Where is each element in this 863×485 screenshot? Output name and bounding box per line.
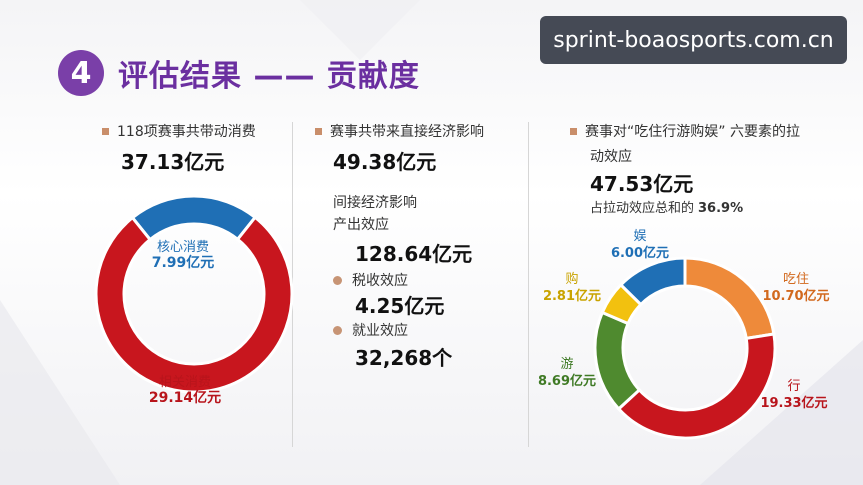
output-effect-label: 产出效应 [333, 217, 389, 233]
core-consumption-label: 核心消费 [148, 239, 218, 256]
label-yu-name: 娱 [633, 229, 647, 244]
section-header: 4 评估结果 —— 贡献度 [58, 50, 420, 96]
output-effect-value: 128.64亿元 [355, 242, 473, 266]
tax-effect-row: 税收效应 [333, 270, 408, 290]
label-you-name: 游 [560, 357, 574, 372]
square-bullet-icon [102, 127, 109, 135]
total-consumption-value: 37.13亿元 [121, 150, 225, 174]
direct-impact-value: 49.38亿元 [333, 150, 437, 174]
tax-effect-value: 4.25亿元 [355, 294, 445, 318]
label-chizhu: 吃住 10.70亿元 [756, 271, 836, 305]
label-xing-value: 19.33亿元 [760, 396, 828, 411]
circle-bullet-icon [333, 325, 342, 335]
tax-effect-label: 税收效应 [352, 273, 408, 289]
label-you-value: 8.69亿元 [537, 374, 597, 389]
donut-slice-1 [616, 332, 777, 440]
donut-slice-0 [130, 194, 258, 242]
donut-slice-4 [618, 256, 687, 307]
label-chizhu-name: 吃住 [782, 272, 809, 287]
page-title: 评估结果 —— 贡献度 [118, 59, 420, 94]
label-chizhu-value: 10.70亿元 [762, 289, 830, 304]
bullet-direct-impact: 赛事共带来直接经济影响 [315, 123, 484, 141]
label-yu-value: 6.00亿元 [610, 246, 670, 261]
employment-effect-value: 32,268个 [355, 346, 453, 370]
share-text: 占拉动效应总和的 36.9% [590, 197, 743, 216]
label-yu: 娱 6.00亿元 [600, 228, 680, 262]
share-value: 36.9% [698, 201, 744, 216]
column-divider [528, 122, 529, 447]
core-consumption-name: 核心消费 [156, 240, 209, 255]
employment-effect-label: 就业效应 [352, 323, 408, 339]
donut-chart-consumption [94, 194, 294, 394]
bullet-text: 赛事共带来直接经济影响 [330, 124, 484, 140]
circle-bullet-icon [333, 275, 342, 285]
share-prefix: 占拉动效应总和的 [590, 201, 695, 216]
core-consumption-value: 7.99亿元 [151, 255, 215, 271]
label-you: 游 8.69亿元 [527, 356, 607, 390]
bullet-text: 118项赛事共带动消费 [117, 124, 256, 140]
donut-slice-1 [94, 215, 294, 394]
watermark: sprint-boaosports.com.cn [540, 16, 847, 64]
label-xing: 行 19.33亿元 [752, 378, 836, 412]
label-gou: 购 2.81亿元 [532, 271, 612, 305]
related-consumption-value: 29.14亿元 [148, 390, 222, 406]
related-consumption-label: 相关消费 [158, 375, 211, 390]
label-xing-name: 行 [787, 379, 801, 394]
square-bullet-icon [315, 127, 322, 135]
label-gou-value: 2.81亿元 [542, 289, 602, 304]
six-elements-value: 47.53亿元 [590, 172, 694, 196]
label-gou-name: 购 [565, 272, 579, 287]
bullet-total-consumption: 118项赛事共带动消费 [102, 123, 256, 141]
bullet-six-elements: 赛事对“吃住行游购娱” 六要素的拉 [570, 123, 800, 141]
indirect-impact-title: 间接经济影响 [333, 195, 417, 211]
donut-chart-six-elements [593, 256, 777, 440]
bullet-text-line2: 动效应 [590, 149, 632, 165]
section-number-badge: 4 [58, 50, 104, 96]
employment-effect-row: 就业效应 [333, 320, 408, 340]
square-bullet-icon [570, 127, 577, 135]
bullet-text-line1: 赛事对“吃住行游购娱” 六要素的拉 [585, 124, 800, 140]
